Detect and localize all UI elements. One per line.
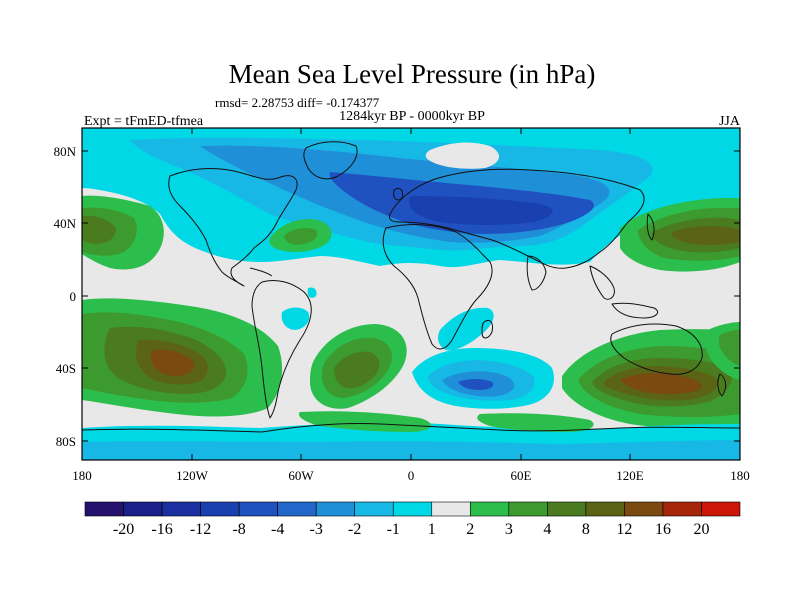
lon-label-180e: 180 xyxy=(730,468,750,483)
lat-label-80n: 80N xyxy=(54,144,77,159)
colorbar-swatch xyxy=(662,501,702,517)
contour-pos5-sind xyxy=(620,373,702,394)
colorbar-swatch xyxy=(315,501,356,517)
coast-africa xyxy=(382,224,493,350)
lon-label-180w: 180 xyxy=(72,468,92,483)
colorbar-label: -12 xyxy=(190,521,211,538)
colorbar-swatch xyxy=(277,501,317,517)
coast-australia xyxy=(610,323,703,375)
colorbar-swatch xyxy=(469,501,510,517)
contour-pos1-southern-ring2 xyxy=(477,413,594,432)
coast-madagascar xyxy=(481,319,493,339)
colorbar-swatch xyxy=(354,501,394,517)
coast-south-america xyxy=(251,279,312,419)
lat-label-0: 0 xyxy=(70,289,77,304)
colorbar-swatch xyxy=(238,501,278,517)
contour-pos4-wpac xyxy=(671,225,740,245)
contour-pos2-atl xyxy=(284,228,318,245)
lat-label-40s: 40S xyxy=(56,361,76,376)
period-text: 1284kyr BP - 0000kyr BP xyxy=(339,109,485,124)
colorbar-swatch xyxy=(392,501,433,517)
contour-neg1-sam2 xyxy=(307,287,317,298)
coast-caribbean xyxy=(249,267,273,277)
contour-pos2-tasman xyxy=(718,330,740,366)
coast-north-america xyxy=(168,168,298,287)
coast-india xyxy=(526,255,547,291)
colorbar-swatch xyxy=(547,501,587,517)
colorbar-label: 8 xyxy=(582,521,590,538)
colorbar-label: -8 xyxy=(232,521,245,538)
experiment-label: Expt = tFmED-tfmea xyxy=(84,114,204,129)
coast-greenland xyxy=(303,141,358,180)
colorbar-label: -3 xyxy=(310,521,323,538)
colorbar-swatch xyxy=(431,501,471,517)
colorbar-swatch xyxy=(200,501,240,517)
colorbar-swatch xyxy=(585,501,625,517)
coast-eurasia xyxy=(389,168,645,269)
colorbar-swatch xyxy=(123,501,163,517)
coast-japan xyxy=(646,213,655,241)
pressure-field xyxy=(82,128,740,460)
colorbar-label: -20 xyxy=(113,521,134,538)
colorbar-label: 2 xyxy=(466,521,474,538)
coast-indonesia xyxy=(611,302,659,319)
season-label: JJA xyxy=(719,114,741,129)
colorbar: -20 -16 -12 -8 -4 -3 -2 -1 1 2 3 4 8 12 16 20 xyxy=(84,501,741,538)
contour-pos3-satl xyxy=(334,351,380,389)
figure-title: Mean Sea Level Pressure (in hPa) xyxy=(229,59,596,89)
coast-new-zealand xyxy=(717,373,727,397)
contour-neg2-southern-ocean xyxy=(82,440,740,460)
contour-neg1-sam xyxy=(281,307,310,330)
colorbar-label: -2 xyxy=(348,521,361,538)
latitude-axis: 80N 40N 0 40S 80S xyxy=(54,144,740,449)
stats-text: rmsd= 2.28753 diff= -0.174377 xyxy=(215,95,380,110)
colorbar-label: -4 xyxy=(271,521,284,538)
lon-label-120e: 120E xyxy=(616,468,644,483)
lon-label-120w: 120W xyxy=(176,468,209,483)
coast-uk xyxy=(393,187,403,201)
coastlines xyxy=(82,141,740,433)
colorbar-label: 3 xyxy=(505,521,513,538)
coast-southeast-asia xyxy=(589,265,615,300)
contour-pos5-spac xyxy=(150,349,195,376)
lat-label-40n: 40N xyxy=(54,216,77,231)
lon-label-60e: 60E xyxy=(511,468,532,483)
contour-neg5-north xyxy=(409,196,553,225)
colorbar-swatch xyxy=(161,501,201,517)
colorbar-label: -16 xyxy=(151,521,172,538)
colorbar-swatch xyxy=(508,501,548,517)
greenland-light-patch xyxy=(425,142,500,169)
contour-pos3-npac xyxy=(82,215,116,244)
colorbar-swatch xyxy=(624,501,664,517)
colorbar-label: 16 xyxy=(655,521,671,538)
lon-label-60w: 60W xyxy=(288,468,314,483)
colorbar-label: 20 xyxy=(693,521,709,538)
lon-label-0: 0 xyxy=(408,468,415,483)
colorbar-label: 1 xyxy=(428,521,436,538)
colorbar-label: -1 xyxy=(387,521,400,538)
contour-pos1-southern-ring xyxy=(298,411,431,432)
lat-label-80s: 80S xyxy=(56,434,76,449)
colorbar-swatch xyxy=(84,501,124,517)
colorbar-label: 4 xyxy=(543,521,551,538)
coast-antarctica xyxy=(82,422,740,433)
colorbar-label: 12 xyxy=(616,521,632,538)
colorbar-swatch xyxy=(701,501,741,517)
contour-neg4-sio xyxy=(458,379,494,390)
longitude-axis: 180 120W 60W 0 60E 120E 180 xyxy=(72,128,750,483)
